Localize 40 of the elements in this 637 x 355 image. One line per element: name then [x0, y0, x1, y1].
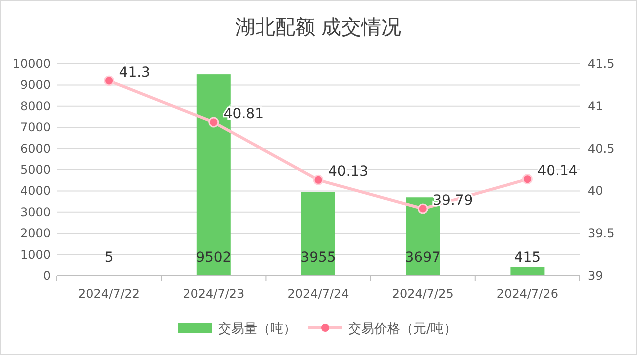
y-tick-label: 8000: [20, 99, 51, 114]
point: [208, 117, 220, 128]
x-tick-label: 2024/7/23: [183, 287, 245, 301]
data-label: 5: [104, 250, 114, 266]
legend-label: 交易量（吨）: [218, 321, 296, 337]
x-tick-label: 2024/7/24: [288, 287, 350, 301]
data-label: 3697: [405, 250, 441, 266]
y-tick-label: 7000: [20, 120, 51, 135]
y2-tick-label: 39: [588, 269, 604, 283]
bar: [302, 192, 336, 276]
y2-tick-label: 41: [588, 99, 604, 114]
y2-tick-label: 39.5: [588, 226, 615, 241]
data-label: 40.14: [538, 163, 578, 180]
point: [104, 76, 115, 86]
x-tick-label: 2024/7/22: [78, 287, 140, 301]
y-tick-label: 3000: [20, 205, 51, 220]
data-label: 415: [514, 250, 542, 266]
y-tick-label: 9000: [20, 78, 51, 92]
y-tick-label: 4000: [20, 184, 51, 198]
x-tick-label: 2024/7/25: [392, 287, 454, 301]
y2-tick-label: 41.5: [588, 57, 615, 71]
point: [418, 204, 428, 214]
y-tick-label: 1000: [20, 248, 51, 262]
point: [313, 174, 324, 186]
y-tick-label: 0: [43, 269, 51, 283]
y-tick-label: 2000: [20, 226, 51, 241]
bar: [510, 267, 545, 276]
y-tick-label: 10000: [12, 57, 51, 71]
point: [522, 174, 533, 185]
y2-tick-label: 40: [588, 184, 604, 198]
data-label: 40.13: [328, 164, 369, 180]
data-label: 9502: [196, 250, 232, 266]
data-label: 41.3: [119, 64, 150, 81]
y-tick-label: 5000: [20, 163, 51, 177]
x-tick-label: 2024/7/26: [496, 287, 558, 301]
legend-label: 交易价格（元/吨）: [348, 321, 457, 337]
chart-title: 湖北配额 成交情况: [235, 15, 402, 39]
data-label: 3955: [300, 250, 336, 266]
y2-tick-label: 40.5: [588, 142, 615, 156]
y-tick-label: 6000: [20, 142, 51, 156]
